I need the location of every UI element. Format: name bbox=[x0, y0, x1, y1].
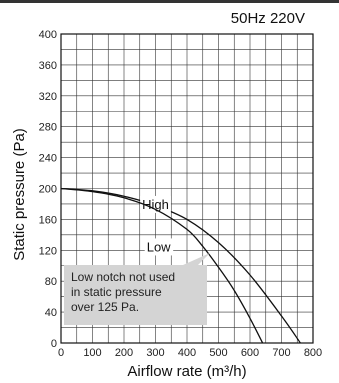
annotation-line: in static pressure bbox=[71, 285, 162, 299]
curve-label-high: High bbox=[142, 197, 169, 212]
y-tick-label: 360 bbox=[39, 60, 57, 72]
x-tick-label: 700 bbox=[272, 347, 290, 359]
y-tick-label: 280 bbox=[39, 122, 57, 134]
y-tick-label: 320 bbox=[39, 91, 57, 103]
x-tick-label: 100 bbox=[83, 347, 101, 359]
x-tick-label: 0 bbox=[58, 347, 64, 359]
x-axis-ticks: 0 100 200 300 400 500 600 700 800 bbox=[58, 347, 322, 359]
y-tick-label: 80 bbox=[45, 276, 57, 288]
y-tick-label: 200 bbox=[39, 184, 57, 196]
y-tick-label: 0 bbox=[51, 338, 57, 350]
y-tick-label: 120 bbox=[39, 245, 57, 257]
y-tick-label: 40 bbox=[45, 307, 57, 319]
top-rule bbox=[0, 0, 339, 3]
annotation-line: Low notch not used bbox=[71, 270, 175, 284]
curve-label-bg-low bbox=[144, 238, 174, 256]
y-tick-label: 400 bbox=[39, 29, 57, 41]
x-tick-label: 400 bbox=[178, 347, 196, 359]
x-tick-label: 200 bbox=[115, 347, 133, 359]
curve-label-bg-high bbox=[140, 195, 171, 213]
y-axis-ticks: 0 40 80 120 160 200 240 280 320 360 400 bbox=[39, 29, 57, 350]
curves: High Low bbox=[60, 187, 301, 344]
curve-low bbox=[60, 187, 264, 344]
condition-label: 50Hz 220V bbox=[231, 10, 305, 27]
y-axis-title: Static pressure (Pa) bbox=[11, 128, 28, 261]
annotation-line: over 125 Pa. bbox=[71, 300, 139, 314]
x-tick-label: 800 bbox=[304, 347, 322, 359]
curve-high bbox=[60, 187, 301, 344]
x-tick-label: 300 bbox=[146, 347, 164, 359]
x-tick-label: 500 bbox=[209, 347, 227, 359]
y-tick-label: 240 bbox=[39, 153, 57, 165]
y-tick-label: 160 bbox=[39, 214, 57, 226]
x-axis-title: Airflow rate (m³/h) bbox=[127, 363, 246, 380]
curve-label-low: Low bbox=[147, 239, 171, 254]
x-tick-label: 600 bbox=[241, 347, 259, 359]
